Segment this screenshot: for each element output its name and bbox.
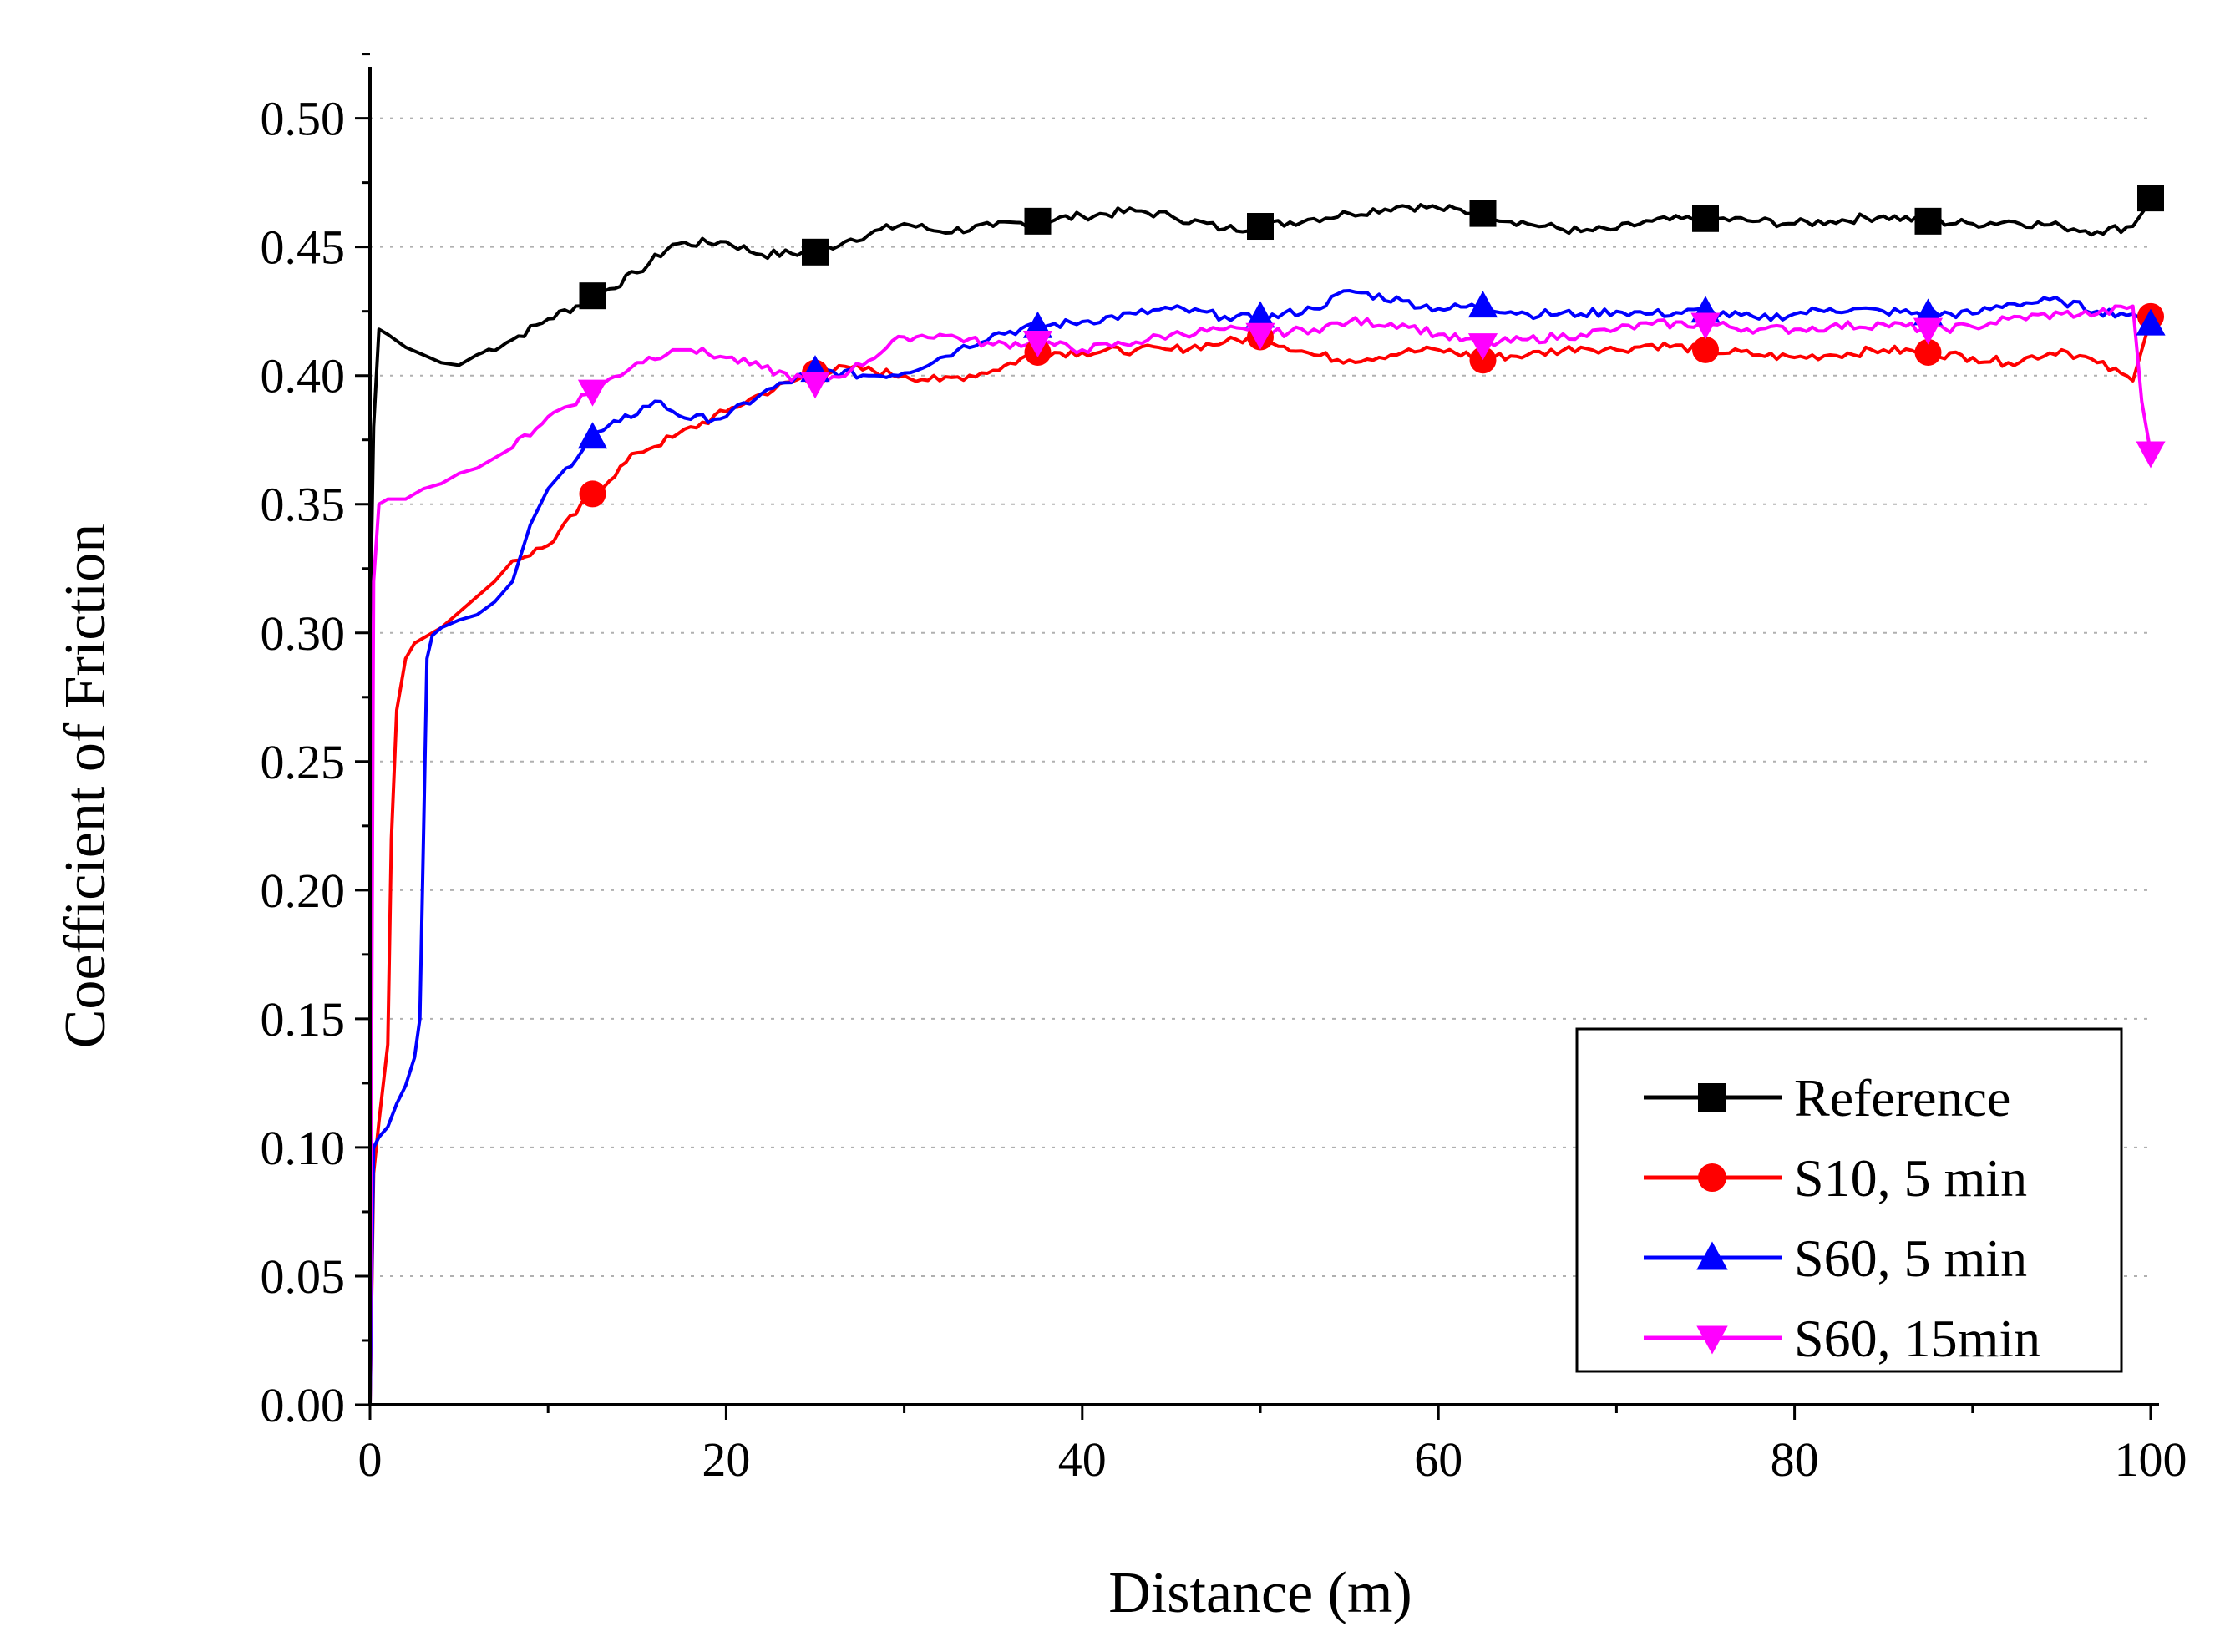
- y-tick-label: 0.00: [261, 1378, 346, 1432]
- data-marker: [1696, 1325, 1728, 1355]
- series-line-1: [368, 318, 2152, 1406]
- legend-box: [1575, 1027, 2123, 1373]
- series-line-0: [368, 200, 2152, 633]
- data-marker: [1469, 200, 1497, 227]
- data-marker: [1245, 301, 1275, 328]
- data-marker: [802, 238, 829, 266]
- legend-label: S10, 5 min: [1794, 1148, 2027, 1208]
- y-tick-label: 0.25: [261, 735, 346, 789]
- data-marker: [579, 480, 606, 508]
- series-line-3: [368, 304, 2152, 1406]
- data-marker: [577, 379, 608, 407]
- legend-items: Reference S10, 5 min S60, 5 min S60, 15min: [1644, 1068, 2040, 1368]
- data-marker: [2136, 441, 2166, 469]
- data-marker: [1914, 207, 1942, 235]
- data-marker: [1692, 336, 1719, 363]
- data-marker: [1698, 1083, 1726, 1112]
- data-marker: [1245, 322, 1275, 350]
- x-tick-label: 40: [1058, 1432, 1107, 1487]
- x-tick-label: 100: [2115, 1432, 2187, 1487]
- data-marker: [1692, 205, 1719, 232]
- x-tick-label: 80: [1771, 1432, 1819, 1487]
- series-markers: [577, 185, 2166, 508]
- axes: [368, 67, 2159, 1406]
- data-marker: [579, 282, 606, 310]
- data-marker: [1469, 347, 1497, 374]
- legend-label: S60, 15min: [1794, 1309, 2040, 1368]
- y-axis-title: Coefficient of Friction: [53, 524, 118, 1049]
- x-axis-title: Distance (m): [1108, 1561, 1412, 1625]
- y-tick-label: 0.40: [261, 349, 346, 403]
- data-marker: [1696, 1241, 1728, 1270]
- y-tick-label: 0.45: [261, 220, 346, 275]
- data-marker: [1698, 1163, 1726, 1192]
- legend: Reference S10, 5 min S60, 5 min S60, 15min: [1575, 1027, 2123, 1373]
- y-tick-label: 0.50: [261, 92, 346, 146]
- data-marker: [1914, 338, 1942, 366]
- data-marker: [1690, 312, 1721, 340]
- y-tick-label: 0.15: [261, 992, 346, 1046]
- x-tick-label: 20: [702, 1432, 750, 1487]
- series-line-2: [368, 289, 2152, 1406]
- x-tick-label: 60: [1414, 1432, 1462, 1487]
- y-tick-label: 0.30: [261, 606, 346, 661]
- data-marker: [577, 422, 608, 449]
- ticks: 0.00 0.05 0.10 0.15 0.20 0.25 0.30 0.35 0.40 0.45…: [261, 53, 2187, 1487]
- y-tick-label: 0.35: [261, 478, 346, 532]
- data-marker: [800, 372, 830, 399]
- data-marker: [1024, 207, 1052, 235]
- data-marker: [2137, 185, 2164, 212]
- data-marker: [1467, 333, 1498, 361]
- legend-label: S60, 5 min: [1794, 1229, 2027, 1288]
- series-lines: [368, 200, 2152, 1406]
- data-marker: [2136, 308, 2166, 336]
- x-tick-label: 0: [358, 1432, 383, 1487]
- y-tick-label: 0.20: [261, 864, 346, 918]
- y-tick-label: 0.05: [261, 1249, 346, 1304]
- data-marker: [1022, 331, 1053, 358]
- y-tick-label: 0.10: [261, 1121, 346, 1175]
- data-marker: [1913, 317, 1944, 345]
- data-marker: [1247, 213, 1274, 241]
- legend-label: Reference: [1794, 1068, 2010, 1128]
- data-marker: [1467, 291, 1498, 318]
